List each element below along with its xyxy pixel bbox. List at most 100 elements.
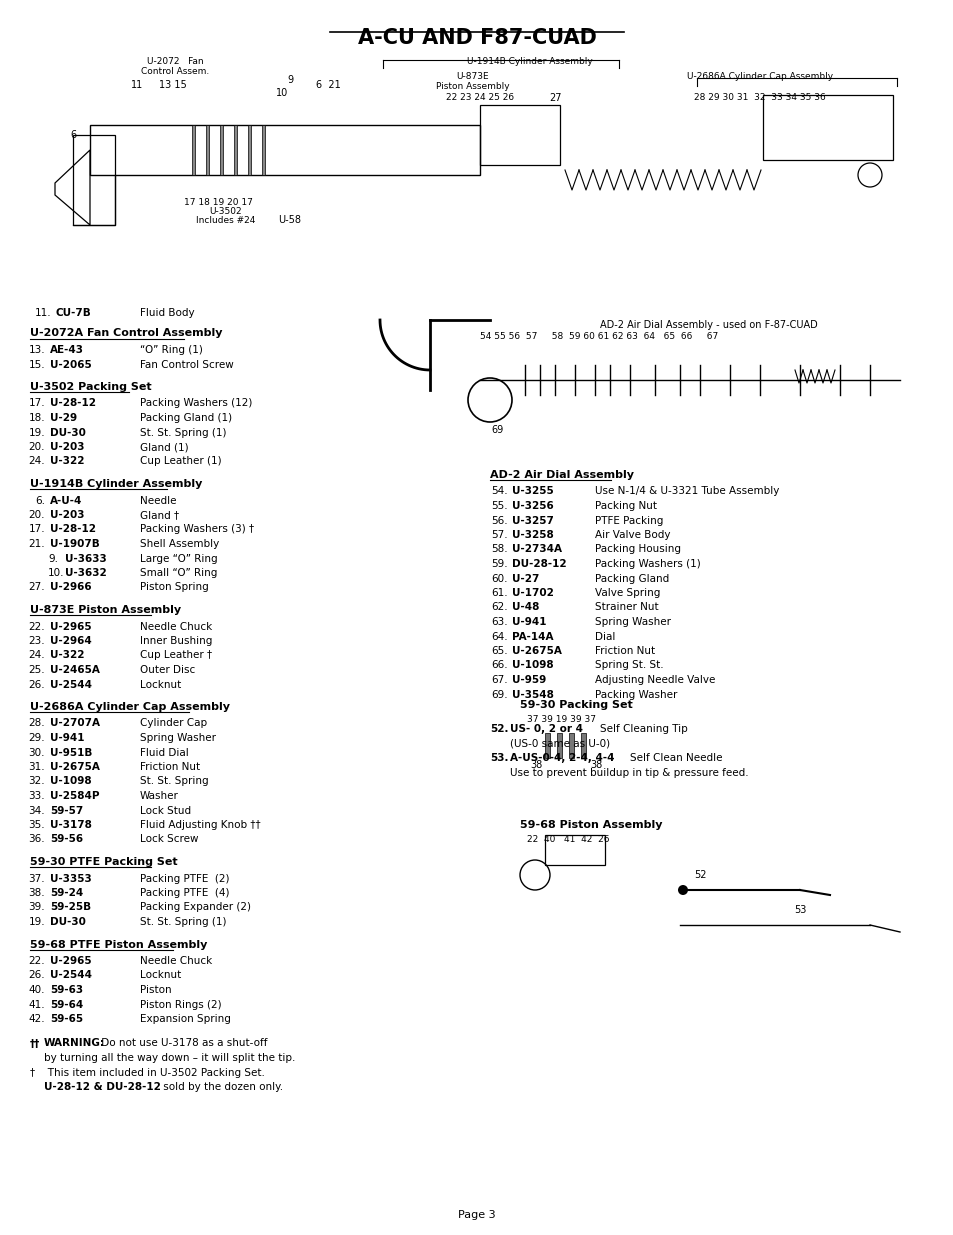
Text: WARNING:: WARNING: [44, 1039, 105, 1049]
Text: 24.: 24. [29, 651, 45, 661]
Text: Piston: Piston [140, 986, 172, 995]
Text: 17.: 17. [29, 525, 45, 535]
Text: U-951B: U-951B [50, 747, 92, 757]
Text: Fluid Adjusting Knob ††: Fluid Adjusting Knob †† [140, 820, 260, 830]
Text: Strainer Nut: Strainer Nut [595, 603, 658, 613]
Text: 57.: 57. [491, 530, 507, 540]
Text: AE-43: AE-43 [50, 345, 84, 354]
Text: Packing Gland: Packing Gland [595, 573, 669, 583]
Text: 42.: 42. [29, 1014, 45, 1024]
Text: U-2072A Fan Control Assembly: U-2072A Fan Control Assembly [30, 329, 222, 338]
Text: Packing Washers (1): Packing Washers (1) [595, 559, 700, 569]
Text: Lock Screw: Lock Screw [140, 835, 198, 845]
Text: 34.: 34. [29, 805, 45, 815]
Text: Piston Assembly: Piston Assembly [436, 82, 509, 91]
Bar [544, 734, 550, 758]
Bar [580, 734, 585, 758]
Bar [90, 125, 479, 175]
Text: 59-30 PTFE Packing Set: 59-30 PTFE Packing Set [30, 857, 177, 867]
Text: Packing Expander (2): Packing Expander (2) [140, 903, 251, 913]
Text: U-3256: U-3256 [512, 501, 553, 511]
Text: AD-2 Air Dial Assembly - used on F-87-CUAD: AD-2 Air Dial Assembly - used on F-87-CU… [599, 320, 817, 330]
Text: 9: 9 [287, 75, 293, 85]
Text: 52.: 52. [490, 724, 508, 734]
Text: Cup Leather (1): Cup Leather (1) [140, 457, 221, 467]
Text: Valve Spring: Valve Spring [595, 588, 659, 598]
Text: U-322: U-322 [50, 457, 85, 467]
Text: 11.: 11. [35, 308, 51, 317]
Text: Fan Control Screw: Fan Control Screw [140, 359, 233, 369]
Text: Friction Nut: Friction Nut [595, 646, 655, 656]
Bar [206, 125, 209, 175]
Text: Expansion Spring: Expansion Spring [140, 1014, 231, 1024]
Text: 15.: 15. [29, 359, 45, 369]
Text: U-28-12: U-28-12 [50, 525, 96, 535]
Text: Piston Spring: Piston Spring [140, 583, 209, 593]
Text: U-2675A: U-2675A [50, 762, 100, 772]
Text: U-2675A: U-2675A [512, 646, 561, 656]
Text: U-1907B: U-1907B [50, 538, 100, 550]
Text: U-3178: U-3178 [50, 820, 91, 830]
Text: US- 0, 2 or 4: US- 0, 2 or 4 [510, 724, 582, 734]
Text: 27.: 27. [29, 583, 45, 593]
Text: U-58: U-58 [278, 215, 301, 225]
Text: 31.: 31. [29, 762, 45, 772]
Text: 22.: 22. [29, 956, 45, 966]
Text: PA-14A: PA-14A [512, 631, 553, 641]
Text: A-CU AND F87-CUAD: A-CU AND F87-CUAD [357, 28, 596, 48]
Text: Needle Chuck: Needle Chuck [140, 621, 212, 631]
Text: U-959: U-959 [512, 676, 546, 685]
Text: U-1914B Cylinder Assembly: U-1914B Cylinder Assembly [467, 57, 592, 65]
Bar [262, 125, 265, 175]
Text: Packing PTFE  (4): Packing PTFE (4) [140, 888, 230, 898]
Text: Self Cleaning Tip: Self Cleaning Tip [599, 724, 687, 734]
Text: †: † [30, 1067, 35, 1077]
Text: 39.: 39. [29, 903, 45, 913]
Text: 13 15: 13 15 [159, 80, 187, 90]
Text: 33.: 33. [29, 790, 45, 802]
Text: U-3548: U-3548 [512, 689, 554, 699]
Text: U-2065: U-2065 [50, 359, 91, 369]
Text: U-3258: U-3258 [512, 530, 553, 540]
Text: 10: 10 [275, 88, 288, 98]
Text: 11: 11 [131, 80, 143, 90]
Text: A-U-4: A-U-4 [50, 495, 82, 505]
Text: U-2686A Cylinder Cap Assembly: U-2686A Cylinder Cap Assembly [686, 72, 832, 82]
Text: U-2584P: U-2584P [50, 790, 99, 802]
Bar [568, 734, 574, 758]
Text: DU-28-12: DU-28-12 [512, 559, 566, 569]
Text: Includes #24: Includes #24 [196, 216, 255, 225]
Text: 19.: 19. [29, 427, 45, 437]
Text: U-2072   Fan: U-2072 Fan [147, 57, 203, 65]
Text: Spring Washer: Spring Washer [595, 618, 670, 627]
Text: Needle Chuck: Needle Chuck [140, 956, 212, 966]
Text: 60.: 60. [491, 573, 507, 583]
Text: DU-30: DU-30 [50, 427, 86, 437]
Text: 59-56: 59-56 [50, 835, 83, 845]
Text: 38: 38 [589, 760, 601, 769]
Text: This item included in U-3502 Packing Set.: This item included in U-3502 Packing Set… [38, 1067, 265, 1077]
Text: U-2465A: U-2465A [50, 664, 100, 676]
Text: 59-64: 59-64 [50, 999, 83, 1009]
Text: Packing Washer: Packing Washer [595, 689, 677, 699]
Text: Use N-1/4 & U-3321 Tube Assembly: Use N-1/4 & U-3321 Tube Assembly [595, 487, 779, 496]
Bar [762, 95, 892, 161]
Text: Small “O” Ring: Small “O” Ring [140, 568, 217, 578]
Text: 38: 38 [530, 760, 541, 769]
Text: 20.: 20. [29, 510, 45, 520]
Text: U-27: U-27 [512, 573, 538, 583]
Text: U-322: U-322 [50, 651, 85, 661]
Text: U-3255: U-3255 [512, 487, 553, 496]
Text: 63.: 63. [491, 618, 507, 627]
Text: 22  40   41  42  26: 22 40 41 42 26 [526, 835, 609, 844]
Text: 18.: 18. [29, 412, 45, 424]
Text: Page 3: Page 3 [457, 1210, 496, 1220]
Text: 59-68 PTFE Piston Assembly: 59-68 PTFE Piston Assembly [30, 940, 207, 950]
Text: U-1914B Cylinder Assembly: U-1914B Cylinder Assembly [30, 479, 202, 489]
Text: Locknut: Locknut [140, 679, 181, 689]
Bar [544, 835, 604, 864]
Text: 59-24: 59-24 [50, 888, 83, 898]
Text: Packing Washers (12): Packing Washers (12) [140, 399, 253, 409]
Text: Packing Gland (1): Packing Gland (1) [140, 412, 232, 424]
Text: Piston Rings (2): Piston Rings (2) [140, 999, 221, 1009]
